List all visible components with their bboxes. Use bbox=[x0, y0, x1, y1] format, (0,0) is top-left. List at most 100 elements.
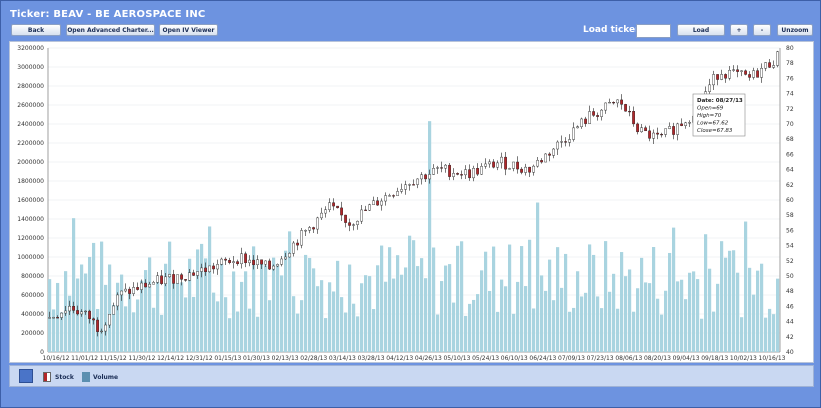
volume-bar bbox=[60, 312, 64, 352]
candle-body bbox=[476, 168, 479, 175]
candle-body bbox=[320, 212, 323, 219]
candle-body bbox=[352, 224, 355, 226]
candle-body bbox=[232, 261, 235, 263]
candle-body bbox=[488, 161, 491, 165]
right-axis-tick: 70 bbox=[786, 121, 794, 128]
right-axis-tick: 54 bbox=[786, 243, 794, 250]
candle-body bbox=[432, 168, 435, 175]
volume-bar bbox=[764, 317, 768, 352]
candle-body bbox=[520, 168, 523, 173]
volume-bar bbox=[140, 280, 144, 352]
chart-icon[interactable] bbox=[19, 369, 33, 383]
candle-body bbox=[248, 259, 251, 264]
volume-bar bbox=[212, 292, 216, 352]
status-strip bbox=[9, 389, 814, 407]
candle-body bbox=[536, 160, 540, 167]
volume-bar bbox=[172, 283, 176, 352]
right-axis-tick: 44 bbox=[786, 319, 794, 326]
candle-body bbox=[676, 123, 680, 135]
candle-body bbox=[672, 126, 676, 135]
volume-bar bbox=[268, 300, 272, 352]
volume-bar bbox=[180, 282, 184, 352]
candle-body bbox=[424, 174, 427, 180]
x-axis-tick: 03/28/13 bbox=[358, 355, 385, 362]
left-axis-tick: 3200000 bbox=[17, 45, 44, 52]
candle-body bbox=[412, 184, 415, 186]
volume-bar bbox=[116, 282, 120, 352]
candle-body bbox=[276, 264, 279, 267]
volume-bar bbox=[272, 257, 276, 352]
candle-body bbox=[484, 163, 487, 167]
candle-body bbox=[376, 200, 379, 206]
x-axis-tick: 02/28/13 bbox=[300, 355, 327, 362]
volume-bar bbox=[636, 288, 640, 352]
candle-body bbox=[148, 284, 151, 288]
candle-body bbox=[460, 174, 463, 176]
candle-body bbox=[184, 279, 187, 281]
candle-body bbox=[356, 220, 359, 225]
left-axis-tick: 1400000 bbox=[17, 216, 44, 223]
volume-bar bbox=[632, 311, 636, 352]
candle-body bbox=[736, 69, 740, 72]
left-axis-tick: 1600000 bbox=[17, 197, 44, 204]
volume-bar bbox=[564, 253, 568, 352]
volume-bar bbox=[576, 271, 580, 352]
left-axis-tick: 2200000 bbox=[17, 140, 44, 147]
candle-body bbox=[348, 222, 351, 226]
price-volume-chart[interactable]: 0 200000 400000 600000 800000 1000000 1200000 1… bbox=[10, 42, 815, 364]
volume-bar bbox=[52, 309, 56, 352]
right-axis-tick: 74 bbox=[786, 91, 794, 98]
candle-body bbox=[88, 310, 92, 319]
candle-body bbox=[332, 202, 335, 207]
volume-bar bbox=[464, 315, 468, 352]
candle-body bbox=[776, 51, 780, 66]
zoom-in-button[interactable]: + bbox=[730, 24, 748, 36]
candle-body bbox=[564, 141, 568, 143]
load-button[interactable]: Load bbox=[677, 24, 725, 36]
candle-body bbox=[292, 242, 295, 254]
volume-bar bbox=[320, 280, 324, 352]
stock-legend-label: Stock bbox=[55, 374, 74, 381]
candle-body bbox=[400, 189, 403, 192]
left-axis-tick: 2800000 bbox=[17, 83, 44, 90]
volume-legend-label: Volume bbox=[93, 374, 119, 381]
candle-body bbox=[464, 169, 467, 176]
right-axis-tick: 80 bbox=[786, 45, 794, 52]
candle-body bbox=[344, 214, 347, 223]
chart-area[interactable]: 0 200000 400000 600000 800000 1000000 1200000 1… bbox=[9, 41, 814, 363]
candle-body bbox=[576, 126, 580, 129]
volume-bar bbox=[232, 271, 236, 352]
volume-bar bbox=[100, 241, 104, 352]
ticker-input[interactable] bbox=[636, 24, 671, 38]
candle-body bbox=[256, 259, 259, 266]
candle-body bbox=[772, 65, 776, 68]
candle-body bbox=[388, 195, 391, 197]
volume-bar bbox=[504, 286, 508, 352]
unzoom-button[interactable]: Unzoom bbox=[777, 24, 813, 36]
volume-bar bbox=[252, 246, 256, 352]
volume-bar bbox=[164, 263, 168, 352]
volume-bar bbox=[276, 264, 280, 352]
volume-bar bbox=[264, 265, 268, 352]
volume-bar bbox=[280, 275, 284, 352]
right-axis-tick: 40 bbox=[786, 349, 794, 356]
x-axis-tick: 10/02/13 bbox=[730, 355, 757, 362]
volume-bar bbox=[176, 283, 180, 352]
candle-body bbox=[244, 253, 247, 264]
volume-bar bbox=[68, 295, 72, 352]
zoom-out-button[interactable]: - bbox=[753, 24, 771, 36]
candle-body bbox=[264, 260, 267, 265]
back-button[interactable]: Back bbox=[11, 24, 61, 36]
candle-body bbox=[716, 74, 720, 80]
volume-bar bbox=[468, 303, 472, 352]
candle-body bbox=[172, 274, 175, 284]
volume-bar bbox=[448, 264, 452, 352]
tooltip-box bbox=[692, 93, 746, 137]
open-iv-viewer-button[interactable]: Open IV Viewer bbox=[159, 24, 218, 36]
candle-body bbox=[640, 127, 644, 133]
candle-body bbox=[548, 153, 552, 156]
volume-bar bbox=[88, 257, 92, 352]
volume-bar bbox=[732, 250, 736, 352]
open-advanced-charter-button[interactable]: Open Advanced Charter... bbox=[66, 24, 155, 36]
volume-bar bbox=[720, 241, 724, 352]
